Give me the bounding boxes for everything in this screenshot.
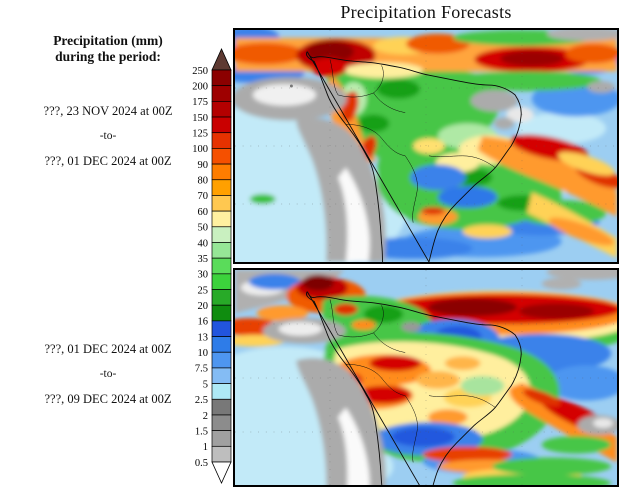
colorbar-tick-label: 250	[192, 66, 208, 77]
colorbar-segment	[211, 273, 232, 290]
colorbar-segment	[211, 195, 232, 212]
map-2-graphic	[235, 270, 617, 485]
map-forecast-period-1	[233, 28, 619, 264]
colorbar-below-min-arrow	[211, 461, 232, 484]
colorbar-tick-label: 90	[198, 160, 209, 171]
colorbar-segment	[211, 430, 232, 447]
colorbar-above-max-arrow	[211, 48, 232, 71]
colorbar-tick-label: 200	[192, 81, 208, 92]
map-forecast-period-2	[233, 268, 619, 487]
colorbar-tick-label: 100	[192, 144, 208, 155]
colorbar-tick-label: 7.5	[195, 364, 208, 375]
colorbar-tick-label: 2.5	[195, 395, 208, 406]
colorbar-scale: 2502001751501251009080706050403530252016…	[192, 48, 232, 484]
colorbar-segment	[211, 242, 232, 259]
period-1-from: ???, 23 NOV 2024 at 00Z	[43, 104, 173, 118]
colorbar-tick-label: 1	[203, 442, 208, 453]
colorbar-segment	[211, 445, 232, 463]
graticule	[235, 270, 617, 485]
colorbar-segment	[211, 367, 232, 384]
country-borders	[329, 299, 496, 463]
colorbar-tick-label: 70	[198, 191, 209, 202]
colorbar-segment	[211, 289, 232, 306]
legend-heading-line2: during the period:	[55, 49, 161, 64]
country-borders	[329, 59, 496, 223]
colorbar-segment	[211, 257, 232, 275]
colorbar-segment	[211, 132, 232, 149]
colorbar-tick-label: 5	[203, 379, 208, 390]
colorbar-tick-label: 10	[198, 348, 209, 359]
colorbar-segment	[211, 116, 232, 134]
colorbar-tick-label: 2	[203, 411, 208, 422]
colorbar-segment	[211, 351, 232, 369]
colorbar-segment	[211, 85, 232, 102]
colorbar-tick-label: 50	[198, 223, 209, 234]
colorbar-segment	[211, 210, 232, 228]
colorbar-tick-label: 125	[192, 129, 208, 140]
graticule	[235, 30, 617, 262]
colorbar-segment	[211, 69, 232, 87]
colorbar-tick-label: 16	[198, 317, 209, 328]
colorbar-tick-label: 30	[198, 270, 209, 281]
colorbar-segment	[211, 163, 232, 181]
colorbar: 250 200 175 150 125 100 90 80 70 60 50 40 35 30 25 20 16…	[180, 48, 234, 487]
colorbar-segment	[211, 336, 232, 353]
colorbar-segment	[211, 414, 232, 431]
colorbar-tick-label: 40	[198, 238, 209, 249]
period-2-to: ???, 09 DEC 2024 at 00Z	[44, 392, 172, 406]
coastline	[306, 291, 522, 485]
colorbar-tick-label: 60	[198, 207, 209, 218]
colorbar-segment	[211, 383, 232, 400]
period-2-label: ???, 01 DEC 2024 at 00Z -to- ???, 09 DEC…	[8, 342, 208, 417]
colorbar-tick-label: 80	[198, 176, 209, 187]
legend-heading: Precipitation (mm) during the period:	[8, 33, 208, 65]
figure-title: Precipitation Forecasts	[340, 2, 512, 22]
colorbar-segment	[211, 304, 232, 322]
period-2-from: ???, 01 DEC 2024 at 00Z	[44, 342, 172, 356]
colorbar-segment	[211, 148, 232, 165]
coastline	[306, 51, 522, 262]
colorbar-tick-label: 13	[198, 332, 209, 343]
colorbar-tick-label: 150	[192, 113, 208, 124]
colorbar-tick-label: 0.5	[195, 458, 208, 469]
colorbar-tick-label: 1.5	[195, 426, 208, 437]
legend-heading-line1: Precipitation (mm)	[53, 33, 163, 48]
colorbar-segment	[211, 179, 232, 196]
colorbar-segment	[211, 320, 232, 337]
colorbar-segment	[211, 226, 232, 243]
colorbar-segment	[211, 101, 232, 118]
colorbar-segment	[211, 398, 232, 416]
period-1-separator: -to-	[99, 130, 117, 142]
period-1-to: ???, 01 DEC 2024 at 00Z	[44, 154, 172, 168]
period-1-label: ???, 23 NOV 2024 at 00Z -to- ???, 01 DEC…	[8, 104, 208, 179]
colorbar-tick-label: 25	[198, 285, 209, 296]
colorbar-tick-label: 35	[198, 254, 209, 265]
period-2-separator: -to-	[99, 368, 117, 380]
island-marker	[289, 84, 293, 88]
colorbar-tick-label: 175	[192, 97, 208, 108]
colorbar-tick-label: 20	[198, 301, 209, 312]
map-1-graphic	[235, 30, 617, 262]
